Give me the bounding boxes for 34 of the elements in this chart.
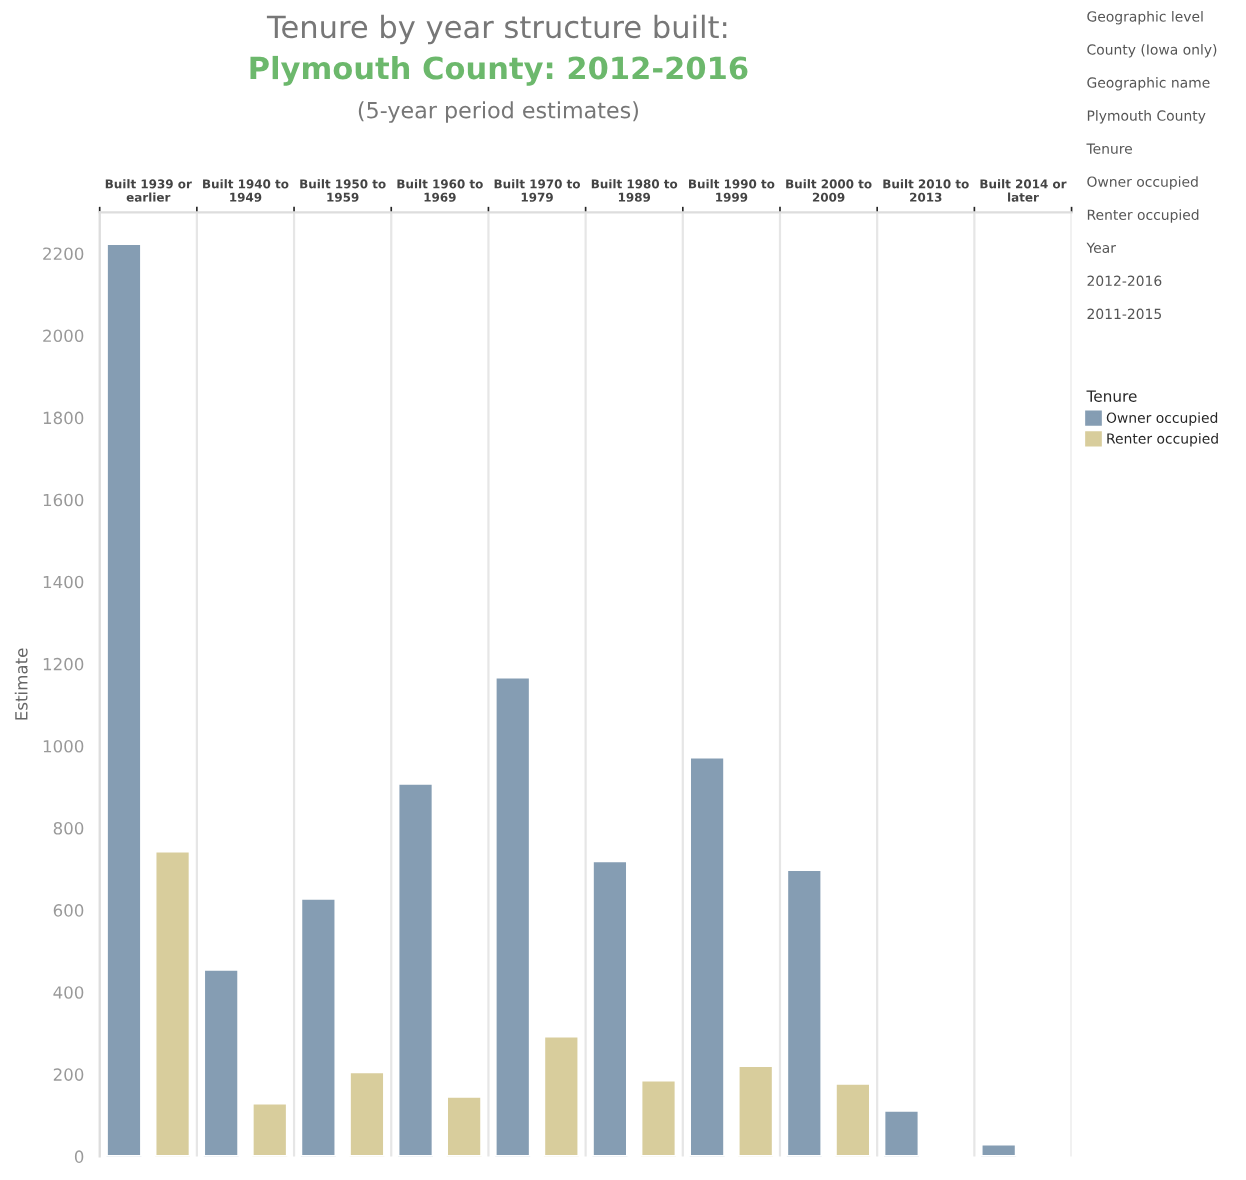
bar — [153, 849, 192, 1157]
chart-subtitle: Plymouth County: 2012-2016 — [250, 55, 748, 86]
bar — [493, 675, 532, 1157]
y-tick-label: 800 — [53, 822, 84, 835]
bar — [202, 967, 241, 1157]
y-tick-label: 2000 — [43, 329, 84, 343]
bar — [445, 1095, 484, 1157]
bar — [542, 1034, 581, 1157]
bar — [688, 755, 726, 1157]
bar — [736, 1064, 775, 1157]
text: (5-year period estimates) — [358, 101, 638, 123]
bar — [250, 1101, 289, 1157]
bar — [834, 1081, 872, 1157]
y-tick-label: 0 — [74, 1150, 84, 1163]
y-tick-label: 1200 — [43, 657, 84, 671]
bar — [979, 1142, 1018, 1157]
bar — [348, 1070, 386, 1157]
bar — [396, 781, 435, 1157]
y-tick-label: 2200 — [43, 247, 84, 261]
bar — [639, 1078, 678, 1157]
bar — [785, 868, 824, 1157]
y-tick-label: 200 — [53, 1068, 84, 1081]
chart-title: Tenure by year structure built: — [266, 14, 727, 45]
y-axis-title: Estimate — [14, 648, 28, 720]
y-tick-label: 400 — [53, 986, 84, 999]
bar — [105, 242, 143, 1157]
y-tick-label: 1800 — [43, 411, 84, 425]
y-tick-label: 1000 — [43, 739, 84, 753]
y-tick-label: 600 — [53, 904, 84, 917]
bar — [591, 859, 629, 1157]
bar — [299, 896, 338, 1157]
bar — [882, 1109, 921, 1157]
y-tick-label: 1400 — [43, 575, 84, 589]
y-tick-label: 1600 — [43, 493, 84, 507]
